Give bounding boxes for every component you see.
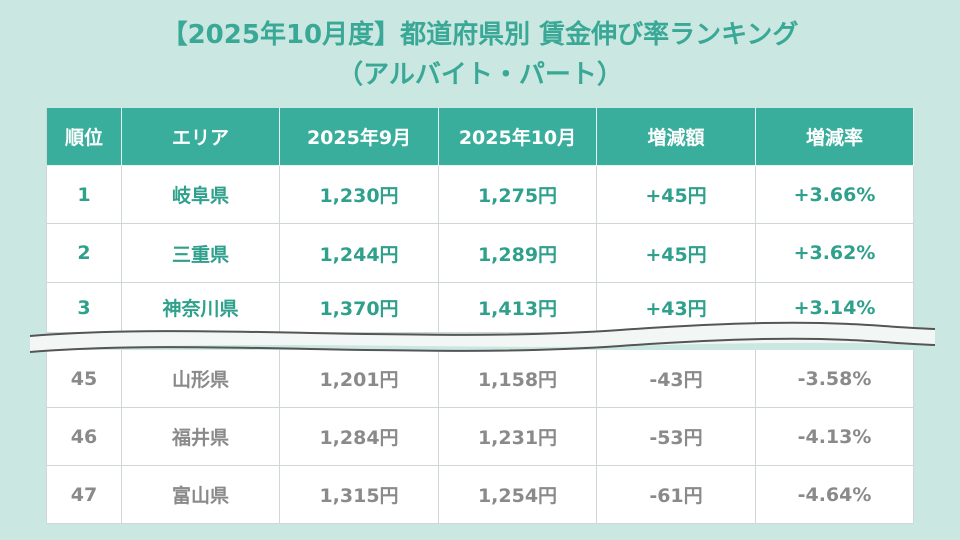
table-cell: 1,315円 [280, 466, 439, 524]
header-cell: エリア [122, 108, 280, 166]
table-cell: 1 [46, 166, 122, 224]
subtitle: （アルバイト・パート） [337, 60, 623, 90]
table-cell: -53円 [597, 408, 756, 466]
header-cell: 2025年10月 [439, 108, 597, 166]
table-cell: -3.58% [756, 350, 914, 408]
table-cell: +3.62% [756, 224, 914, 283]
table-cell: +45円 [597, 224, 756, 283]
table-cell: 1,158円 [439, 350, 597, 408]
table-cell: 1,289円 [439, 224, 597, 283]
table-cell: -61円 [597, 466, 756, 524]
table-cell: -4.13% [756, 408, 914, 466]
table-cell: -43円 [597, 350, 756, 408]
header-cell: 増減率 [756, 108, 914, 166]
table-cell: 富山県 [122, 466, 280, 524]
table-cell: 岐阜県 [122, 166, 280, 224]
table-cell: +45円 [597, 166, 756, 224]
table-cell: 1,370円 [280, 283, 439, 333]
title: 【2025年10月度】都道府県別 賃金伸び率ランキング [161, 20, 799, 50]
table-cell: -4.64% [756, 466, 914, 524]
table-cell: 1,244円 [280, 224, 439, 283]
header-cell: 2025年9月 [280, 108, 439, 166]
table-cell: 1,284円 [280, 408, 439, 466]
table-cell: 福井県 [122, 408, 280, 466]
table-cell: 1,254円 [439, 466, 597, 524]
table-cell: 2 [46, 224, 122, 283]
table-cell: 46 [46, 408, 122, 466]
header-cell: 増減額 [597, 108, 756, 166]
header-cell: 順位 [46, 108, 122, 166]
table-cell: 1,230円 [280, 166, 439, 224]
table-cell: 1,231円 [439, 408, 597, 466]
table-cell: 山形県 [122, 350, 280, 408]
table-cell: 3 [46, 283, 122, 333]
table-cell: 47 [46, 466, 122, 524]
table-cell: 45 [46, 350, 122, 408]
table-cell: 1,275円 [439, 166, 597, 224]
table-cell: 1,413円 [439, 283, 597, 333]
table-cell: +3.66% [756, 166, 914, 224]
table-cell: 三重県 [122, 224, 280, 283]
table-cell: 1,201円 [280, 350, 439, 408]
